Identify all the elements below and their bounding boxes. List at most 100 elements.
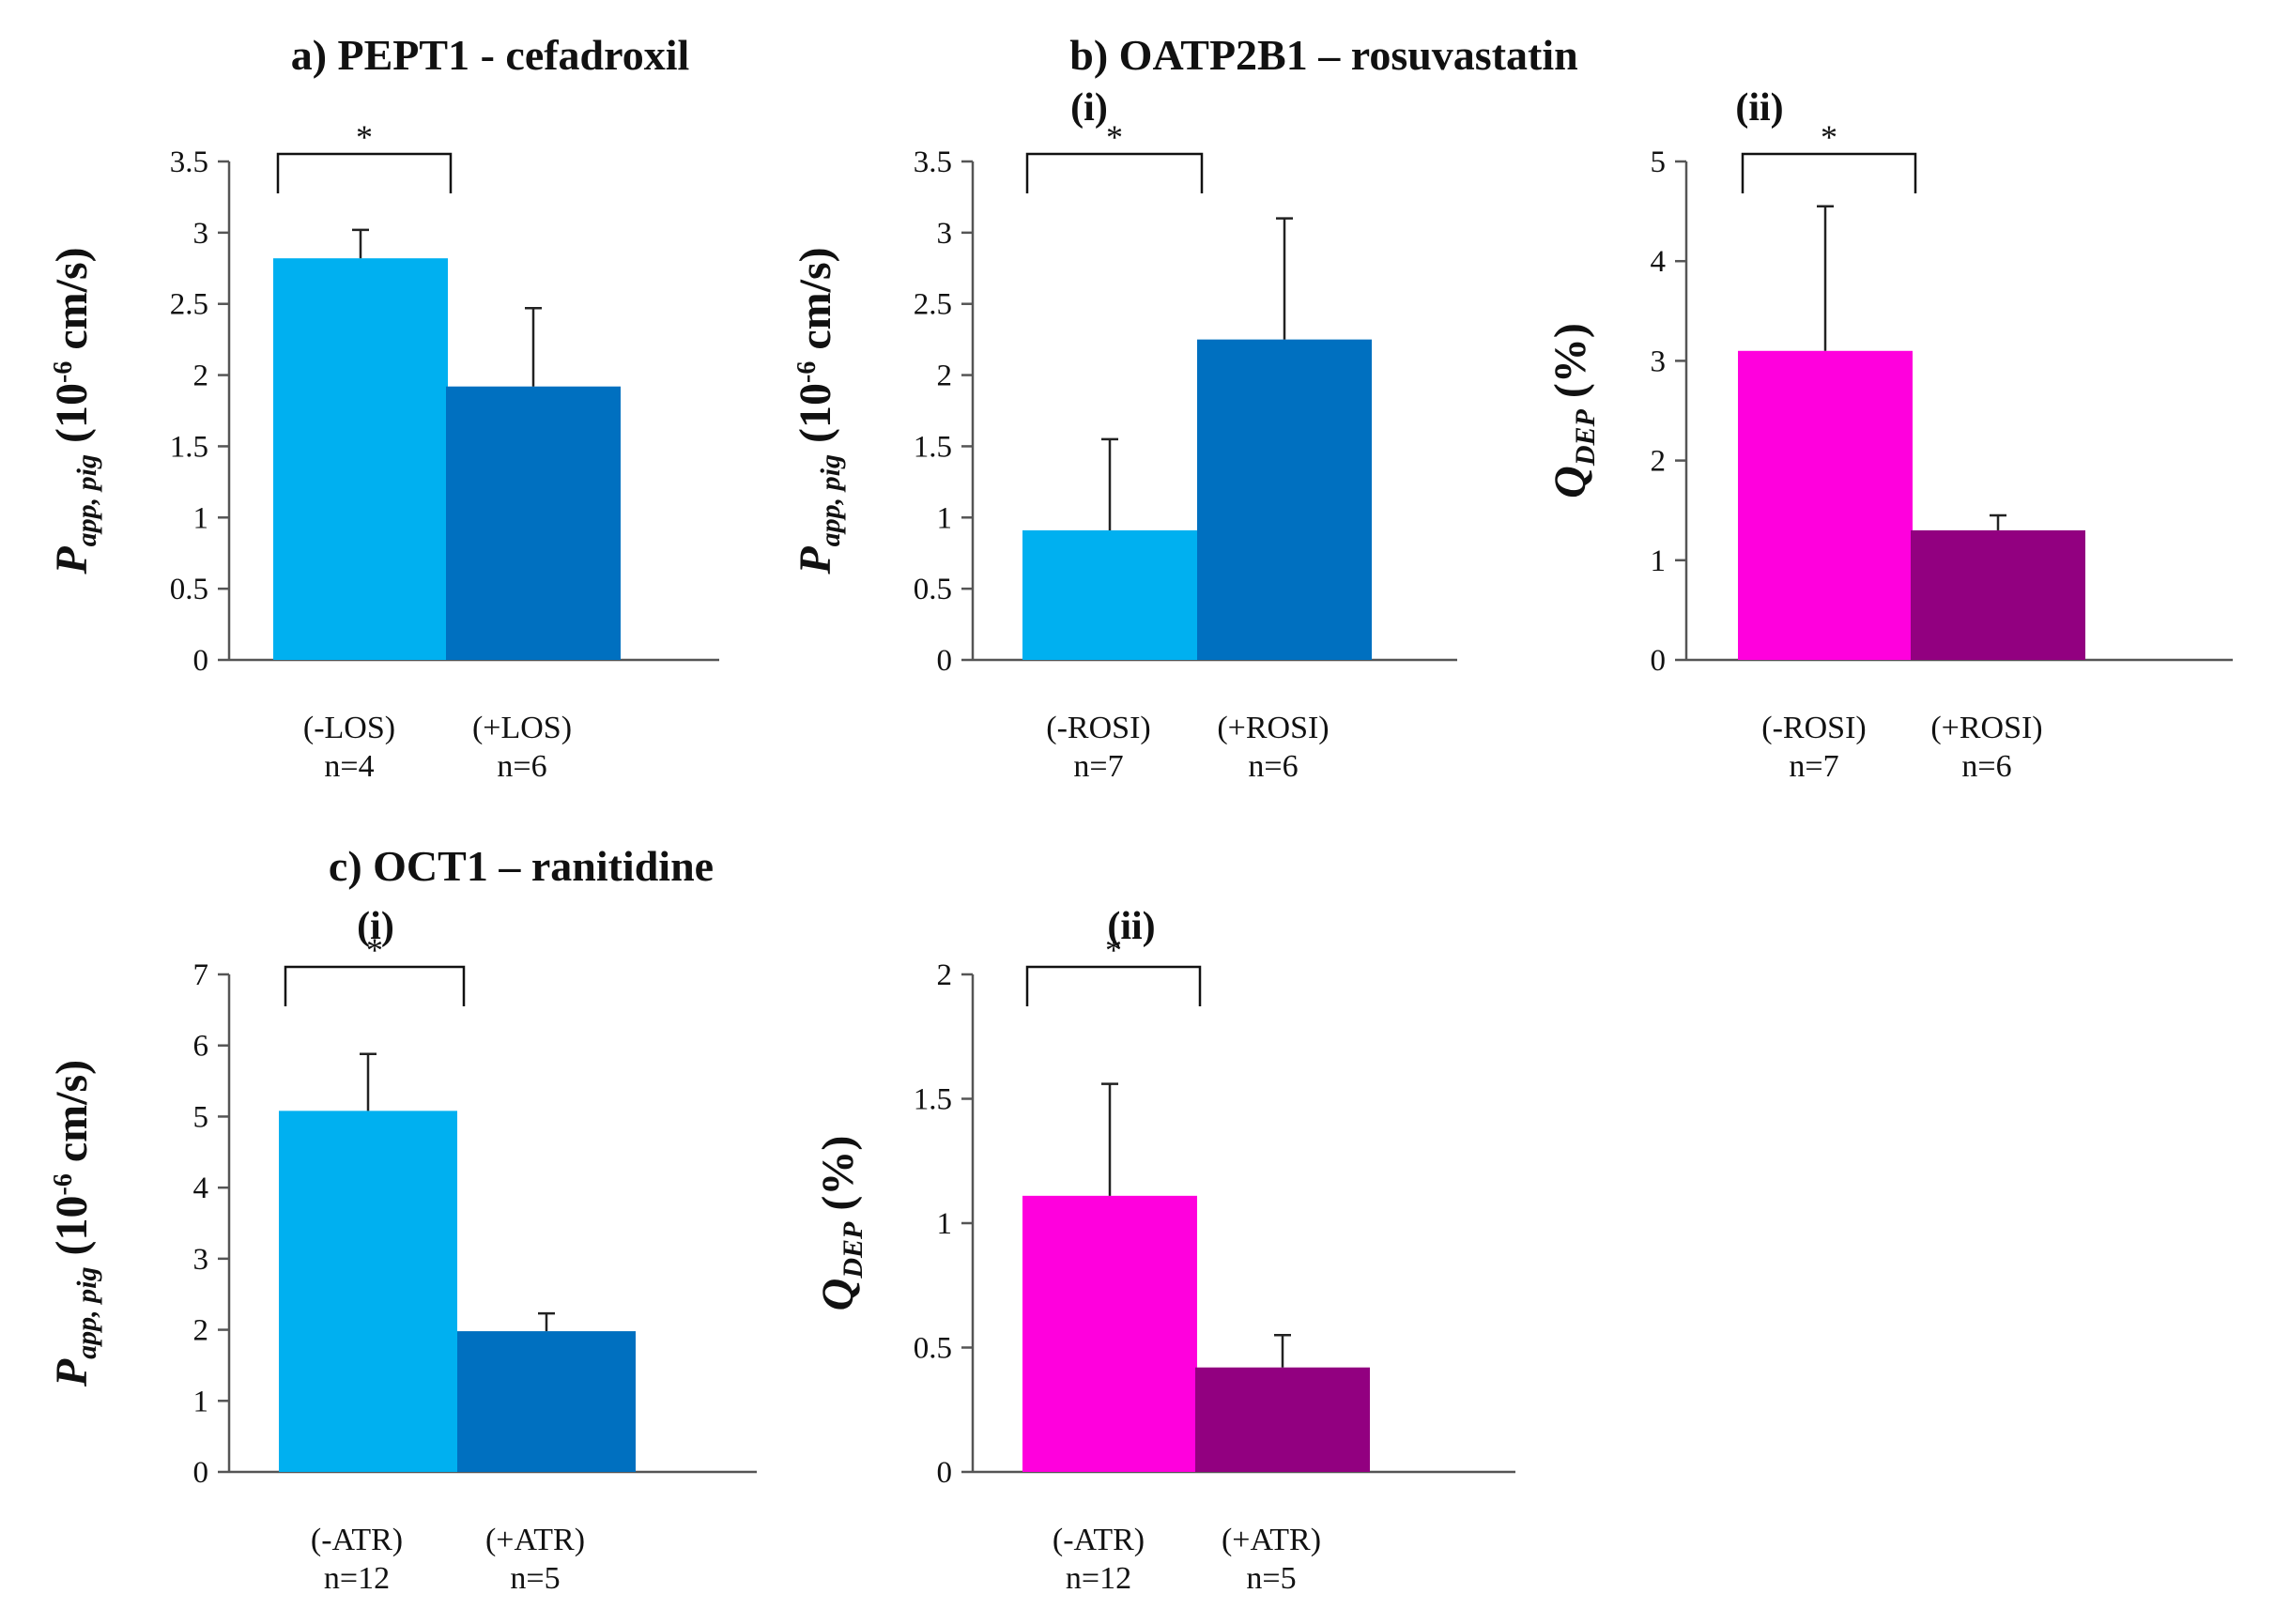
category-label: (-ATR) <box>1053 1523 1145 1557</box>
bar <box>273 258 448 660</box>
category-label: (+ROSI) <box>1217 711 1329 745</box>
category-n-label: n=6 <box>1248 749 1298 784</box>
y-tick-label: 1 <box>193 501 209 535</box>
y-tick-label: 0.5 <box>170 573 208 606</box>
bar <box>279 1111 457 1472</box>
category-label: (-ROSI) <box>1046 711 1150 745</box>
chart-c_ii: (ii) 0 0.5 1 1.5 2 (-ATR) n=12 (+ATR) n=5 * QDEP (%… <box>813 905 1515 1596</box>
significance-bracket <box>284 965 466 1006</box>
y-axis-label-sub: DEP <box>838 1221 868 1279</box>
chart-b_ii: (ii) 0 1 2 3 4 5 (-ROSI) n=7 (+ROSI) n=6 * QDEP (%) <box>1545 86 2233 784</box>
category-n-label: n=7 <box>1789 749 1838 784</box>
y-tick-label: 3 <box>193 1243 209 1277</box>
y-axis-label-rest: (%) <box>813 1136 863 1222</box>
y-tick-label: 1 <box>1651 544 1667 578</box>
category-label: (-LOS) <box>303 711 395 745</box>
bar <box>1195 1367 1370 1472</box>
y-tick-label: 1 <box>193 1385 209 1418</box>
category-n-label: n=6 <box>1961 749 2011 784</box>
panel-sublabel: (ii) <box>1107 905 1155 948</box>
bar <box>446 386 621 660</box>
significance-star: * <box>366 931 383 969</box>
y-tick-label: 0 <box>193 644 209 678</box>
y-tick-label: 0.5 <box>914 573 952 606</box>
y-tick-label: 1.5 <box>914 1083 952 1117</box>
y-tick-label: 4 <box>193 1172 209 1205</box>
significance-bracket <box>1741 152 1917 193</box>
charts: 0 0.5 1 1.5 2 2.5 3 3.5 (-LOS) n=4 (+LOS) n=6 * Papp,… <box>47 86 2233 1596</box>
y-tick-label: 3.5 <box>914 146 952 179</box>
y-tick-label: 3.5 <box>170 146 208 179</box>
y-axis-label-rest: (10 <box>47 383 97 454</box>
y-tick-label: 0 <box>1651 644 1667 678</box>
y-tick-label: 2 <box>937 360 953 393</box>
y-tick-label: 1 <box>937 501 953 535</box>
y-tick-label: 1.5 <box>170 430 208 464</box>
y-axis-label-sub: app, pig <box>71 1266 102 1358</box>
y-axis-label-main: P <box>47 1358 97 1387</box>
y-tick-label: 0.5 <box>914 1332 952 1366</box>
y-axis-label-rest: (10 <box>791 383 840 454</box>
y-axis-label-sub: app, pig <box>815 454 846 546</box>
y-axis-label: Papp, pig (10-6 cm/s) <box>791 247 846 575</box>
y-tick-label: 2 <box>193 360 209 393</box>
category-label: (-ROSI) <box>1761 711 1866 745</box>
significance-star: * <box>1106 118 1123 156</box>
y-tick-label: 2 <box>1651 445 1667 479</box>
y-axis-label-main: P <box>791 546 840 575</box>
y-tick-label: 1 <box>937 1207 953 1241</box>
y-tick-label: 6 <box>193 1030 209 1064</box>
significance-star: * <box>1105 931 1122 969</box>
category-n-label: n=5 <box>510 1561 560 1596</box>
significance-bracket <box>1025 152 1204 193</box>
chart-c_i: (i) 0 1 2 3 4 5 6 7 (-ATR) n=12 (+ATR) n=5 * Papp, pig… <box>47 905 757 1596</box>
y-tick-label: 2.5 <box>914 288 952 322</box>
y-axis-label-unit: cm/s) <box>47 247 97 360</box>
y-tick-label: 3 <box>1651 345 1667 378</box>
y-tick-label: 5 <box>193 1100 209 1134</box>
y-tick-label: 2 <box>193 1314 209 1348</box>
panel-title-c: c) OCT1 – ranitidine <box>329 842 714 890</box>
category-label: (+ATR) <box>1222 1523 1321 1557</box>
y-axis-label-main: Q <box>1545 466 1595 498</box>
bar <box>1197 339 1372 660</box>
bar <box>1911 529 2085 660</box>
y-axis-label: QDEP (%) <box>1545 323 1601 498</box>
y-axis-label-rest: (%) <box>1545 323 1595 409</box>
category-label: (+LOS) <box>472 711 572 745</box>
chart-a: 0 0.5 1 1.5 2 2.5 3 3.5 (-LOS) n=4 (+LOS) n=6 * Papp,… <box>47 118 719 784</box>
panel-sublabel: (i) <box>1070 86 1108 130</box>
y-axis-label-sup: -6 <box>49 1173 78 1195</box>
y-tick-label: 7 <box>193 958 209 992</box>
significance-bracket <box>276 152 453 193</box>
y-axis-label-main: P <box>47 546 97 575</box>
y-tick-label: 5 <box>1651 146 1667 179</box>
y-tick-label: 4 <box>1651 245 1667 279</box>
y-tick-label: 0 <box>937 644 953 678</box>
panel-title-b: b) OATP2B1 – rosuvastatin <box>1069 31 1577 79</box>
significance-star: * <box>1821 118 1837 156</box>
category-n-label: n=12 <box>1066 1561 1131 1596</box>
category-n-label: n=7 <box>1073 749 1123 784</box>
y-axis-label-rest: (10 <box>47 1195 97 1266</box>
category-label: (-ATR) <box>311 1523 403 1557</box>
y-tick-label: 2.5 <box>170 288 208 322</box>
bar <box>1022 529 1197 660</box>
y-tick-label: 3 <box>193 217 209 251</box>
panel-title-a: a) PEPT1 - cefadroxil <box>291 31 690 79</box>
y-axis-label-unit: cm/s) <box>47 1060 97 1173</box>
y-axis-label-unit: cm/s) <box>791 247 840 360</box>
y-axis-label-sub: app, pig <box>71 454 102 546</box>
y-axis-label-sub: DEP <box>1570 408 1601 467</box>
y-axis-label: Papp, pig (10-6 cm/s) <box>47 1060 102 1387</box>
y-axis-label-sup: -6 <box>49 361 78 383</box>
significance-star: * <box>356 118 373 156</box>
category-n-label: n=4 <box>324 749 374 784</box>
significance-bracket <box>1025 965 1202 1006</box>
y-axis-label-main: Q <box>813 1279 863 1311</box>
category-n-label: n=12 <box>324 1561 390 1596</box>
y-axis-label: QDEP (%) <box>813 1136 868 1311</box>
panel-sublabel: (i) <box>357 905 394 948</box>
y-tick-label: 0 <box>937 1456 953 1490</box>
